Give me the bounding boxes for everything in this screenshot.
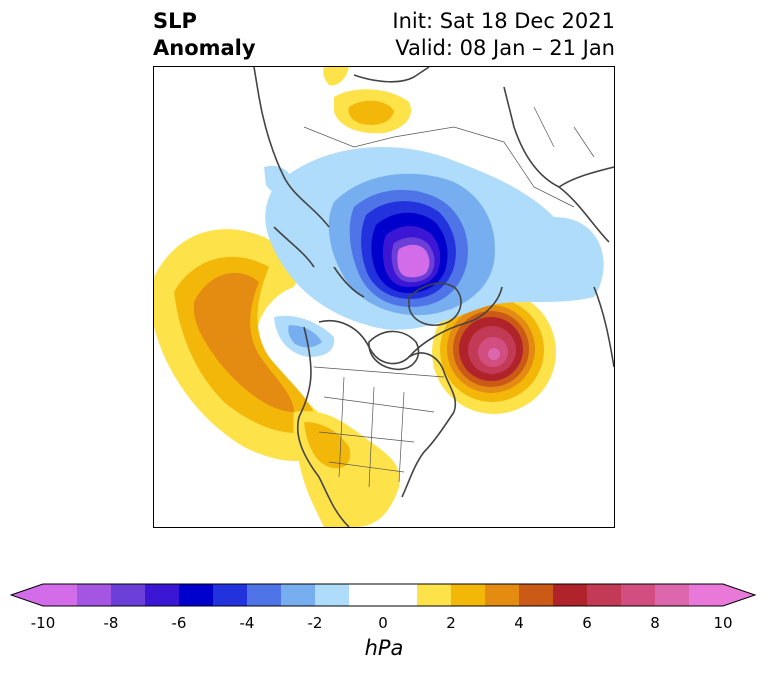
map-panel [153, 66, 615, 528]
map-title: SLP Anomaly [153, 8, 256, 62]
title-variable: SLP [153, 9, 197, 33]
colorbar-tick-label: 4 [514, 614, 524, 632]
colorbar-tick-label: 6 [582, 614, 592, 632]
colorbar-bin [383, 584, 418, 606]
atlantic-high [432, 290, 556, 414]
colorbar-bins [11, 584, 755, 606]
colorbar-bin [281, 584, 316, 606]
colorbar-bin [349, 584, 384, 606]
colorbar-bin [417, 584, 452, 606]
colorbar-unit-label: hPa [364, 636, 404, 660]
colorbar-bin [519, 584, 554, 606]
colorbar-bin [213, 584, 248, 606]
colorbar-tick-label: -10 [30, 614, 56, 632]
colorbar-tick-label: -8 [103, 614, 119, 632]
colorbar-bin [621, 584, 656, 606]
canada-negative [264, 165, 335, 357]
colorbar-bin [247, 584, 282, 606]
polar-low [265, 147, 604, 330]
colorbar-bin [77, 584, 112, 606]
borders [303, 106, 595, 488]
colorbar-outline [10, 583, 757, 607]
colorbar-tick-label: 10 [713, 614, 733, 632]
colorbar [10, 583, 757, 607]
anomaly-map [154, 67, 614, 527]
colorbar-tick-label: 8 [650, 614, 660, 632]
colorbar-bin [179, 584, 214, 606]
colorbar-tick-label: -4 [239, 614, 255, 632]
pacific-high [154, 229, 334, 461]
colorbar-tick-label: 2 [446, 614, 456, 632]
colorbar-bin [485, 584, 520, 606]
valid-range: Valid: 08 Jan – 21 Jan [395, 36, 615, 60]
colorbar-bin [553, 584, 588, 606]
map-dates: Init: Sat 18 Dec 2021 Valid: 08 Jan – 21… [392, 8, 615, 62]
colorbar-tick-label: 0 [378, 614, 388, 632]
colorbar-bin [655, 584, 690, 606]
colorbar-bin [145, 584, 180, 606]
colorbar-bin [315, 584, 350, 606]
europe-high [323, 67, 412, 134]
us-positive [293, 411, 400, 527]
colorbar-bin [587, 584, 622, 606]
title-anomaly: Anomaly [153, 36, 256, 60]
init-date: Init: Sat 18 Dec 2021 [392, 9, 615, 33]
colorbar-bin [689, 584, 755, 606]
colorbar-bin [111, 584, 146, 606]
colorbar-bin [451, 584, 486, 606]
colorbar-bin [11, 584, 77, 606]
colorbar-tick-label: -6 [171, 614, 187, 632]
colorbar-tick-label: -2 [307, 614, 323, 632]
coastlines [253, 67, 614, 527]
